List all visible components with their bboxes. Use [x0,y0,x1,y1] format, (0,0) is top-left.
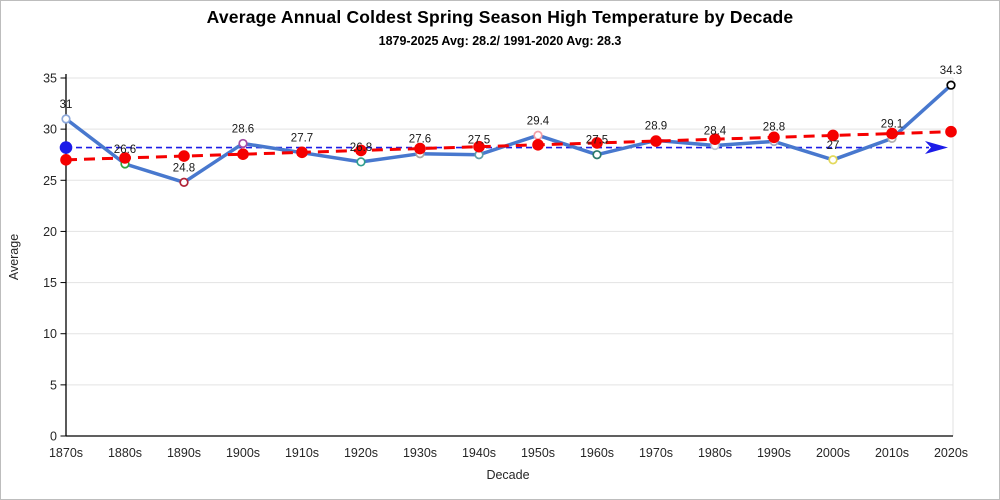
data-label: 34.3 [940,65,962,77]
x-tick-label: 1920s [344,446,378,460]
data-label: 27.5 [586,135,608,147]
trendline-marker [532,139,544,151]
trendline-marker [709,133,721,146]
trendline-marker [768,131,780,144]
trendline-marker [414,142,426,155]
series-line [64,83,953,185]
trendline [65,130,952,162]
y-tick-label: 15 [43,276,57,290]
chart-title: Average Annual Coldest Spring Season Hig… [206,7,794,27]
x-tick-label: 1870s [49,446,83,460]
x-tick-label: 1900s [226,446,260,460]
y-tick-label: 20 [43,225,57,239]
trendline-marker [827,129,839,142]
data-point-marker [592,150,602,160]
chart-subtitle: 1879-2025 Avg: 28.2/ 1991-2020 Avg: 28.3 [378,34,622,48]
x-tick-label: 1940s [462,446,496,460]
x-tick-label: 2010s [875,446,909,460]
trendline-marker [591,137,603,149]
y-tick-label: 35 [43,72,57,86]
y-axis-title: Average [7,234,21,280]
trendline-marker [119,152,131,164]
trendline-marker [355,144,367,157]
x-tick-label: 1980s [698,446,732,460]
data-label: 29.1 [881,118,903,130]
data-label: 28.8 [763,121,785,133]
data-label: 27.7 [291,133,313,145]
trendline-marker [886,127,898,140]
x-tick-label: 1880s [108,446,142,460]
y-tick-label: 0 [50,430,57,444]
x-tick-label: 2020s [934,446,968,460]
data-label: 27.5 [468,135,490,147]
data-label: 28.4 [704,126,727,138]
trendline-marker [650,135,662,147]
data-label: 26.6 [114,144,136,156]
x-axis-title: Decade [486,468,529,482]
data-point-marker [61,114,71,124]
y-tick-label: 30 [43,123,57,137]
data-label: 31 [60,99,73,111]
trendline-marker [296,146,308,159]
trendline-marker [60,154,72,166]
trendline-marker [178,150,190,162]
y-tick-label: 5 [50,378,57,392]
x-tick-label: 1950s [521,446,555,460]
data-point-marker [179,177,189,187]
x-tick-label: 1910s [285,446,319,460]
trendline-marker [473,140,485,153]
x-tick-label: 1990s [757,446,791,460]
y-tick-label: 10 [43,327,57,341]
average-line-arrowhead [925,141,948,155]
data-point-marker [946,80,956,90]
data-label: 29.4 [527,115,550,127]
data-label: 28.9 [645,120,667,132]
x-tick-label: 1930s [403,446,437,460]
data-label: 27 [827,140,840,152]
x-tick-label: 1960s [580,446,614,460]
x-tick-label: 1970s [639,446,673,460]
data-label: 27.6 [409,134,431,146]
data-label: 28.6 [232,123,254,135]
y-tick-label: 25 [43,174,57,188]
data-point-marker [533,130,543,140]
trendline-marker [945,125,957,138]
x-tick-label: 2000s [816,446,850,460]
data-point-marker [356,157,366,167]
trendline-marker [237,148,249,161]
x-tick-label: 1890s [167,446,201,460]
data-point-marker [238,138,248,149]
data-label: 26.8 [350,142,372,154]
data-point-marker [828,155,838,165]
data-label: 24.8 [173,162,195,174]
average-line-start-dot [59,141,73,154]
